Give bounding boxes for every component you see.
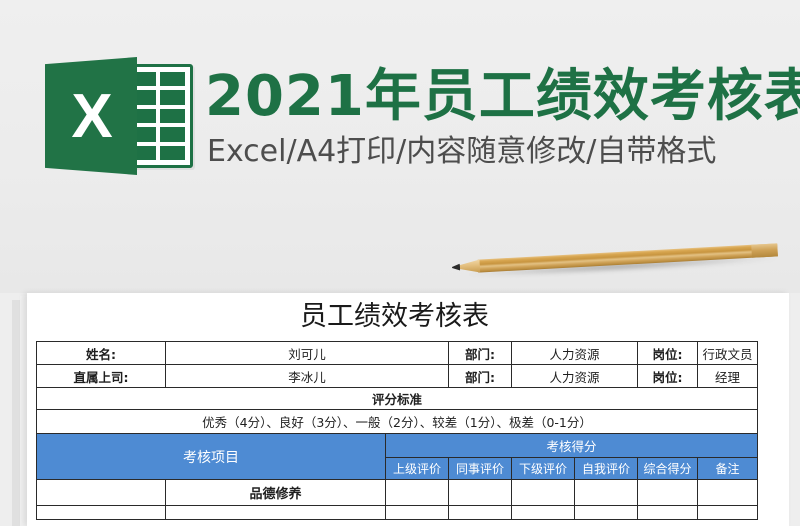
table-row (36, 505, 759, 520)
table-row: 品德修养 (36, 479, 759, 506)
row-item-label (165, 505, 386, 520)
table-row: 姓名: 刘可儿 部门: 人力资源 岗位: 行政文员 (36, 341, 759, 365)
department-label: 部门: (448, 341, 513, 365)
excel-logo-grid-cells (131, 72, 185, 160)
grid-cell (160, 72, 185, 87)
department-value[interactable]: 人力资源 (511, 341, 639, 365)
grid-cell (131, 72, 156, 87)
supervisor-department-value[interactable]: 人力资源 (511, 364, 639, 388)
score-cell[interactable] (574, 505, 639, 520)
page-title: 员工绩效考核表 (300, 301, 489, 332)
row-category (36, 479, 166, 506)
table-header-row: 考核项目 考核得分 (36, 433, 759, 480)
hero-subtitle: Excel/A4打印/内容随意修改/自带格式 (207, 134, 717, 169)
grid-cell (160, 90, 185, 105)
criteria-heading: 评分标准 (35, 387, 759, 410)
grid-cell (131, 90, 156, 105)
score-cell[interactable] (637, 505, 699, 520)
score-cell[interactable] (448, 505, 513, 520)
row-category (36, 505, 166, 520)
grid-cell (131, 145, 156, 160)
name-value[interactable]: 刘可儿 (164, 341, 450, 365)
table-row: 评分标准 (35, 387, 759, 410)
pencil-end (751, 243, 778, 258)
grid-cell (160, 108, 185, 124)
position-label: 岗位: (637, 341, 699, 365)
pencil-graphite-tip (452, 264, 460, 271)
score-cell[interactable] (697, 505, 759, 520)
score-cell[interactable] (511, 479, 576, 506)
supervisor-value[interactable]: 李冰儿 (164, 364, 450, 388)
supervisor-department-label: 部门: (448, 364, 513, 388)
score-cell[interactable] (384, 479, 450, 506)
score-cell[interactable] (448, 479, 513, 506)
excel-logo-icon: X (45, 57, 193, 175)
performance-review-table: 姓名: 刘可儿 部门: 人力资源 岗位: 行政文员 直属上司: 李冰儿 部门: … (35, 341, 759, 520)
column-header-item: 考核项目 (36, 433, 386, 480)
grid-cell (131, 127, 156, 142)
score-cell[interactable] (637, 479, 699, 506)
hero-title: 2021年员工绩效考核表 (205, 64, 800, 129)
column-header-peer-rating: 同事评价 (448, 457, 513, 480)
score-cell[interactable] (511, 505, 576, 520)
row-item-label: 品德修养 (165, 479, 386, 506)
position-value[interactable]: 行政文员 (697, 341, 759, 365)
score-cell[interactable] (697, 479, 759, 506)
score-cell[interactable] (574, 479, 639, 506)
criteria-text: 优秀（4分）、良好（3分）、一般（2分）、较差（1分）、极差（0-1分） (35, 409, 759, 434)
grid-cell (131, 108, 156, 124)
column-header-subordinate-rating: 下级评价 (511, 457, 576, 480)
table-row: 优秀（4分）、良好（3分）、一般（2分）、较差（1分）、极差（0-1分） (35, 409, 759, 434)
excel-logo-letter: X (71, 81, 112, 151)
column-header-remarks: 备注 (697, 457, 759, 480)
column-header-superior-rating: 上级评价 (384, 457, 450, 480)
table-row: 直属上司: 李冰儿 部门: 人力资源 岗位: 经理 (36, 364, 759, 388)
grid-cell (160, 145, 185, 160)
column-header-total-score: 综合得分 (637, 457, 699, 480)
supervisor-label: 直属上司: (36, 364, 166, 388)
column-header-self-rating: 自我评价 (574, 457, 639, 480)
grid-cell (160, 127, 185, 142)
score-cell[interactable] (384, 505, 450, 520)
supervisor-position-value[interactable]: 经理 (697, 364, 759, 388)
excel-logo-panel: X (45, 57, 137, 175)
hero-banner: X 2021年员工绩效考核表 Excel/A4打印/内容随意修改/自带格式 (0, 0, 800, 293)
name-label: 姓名: (36, 341, 166, 365)
supervisor-position-label: 岗位: (637, 364, 699, 388)
column-header-score-group: 考核得分 (384, 433, 759, 458)
